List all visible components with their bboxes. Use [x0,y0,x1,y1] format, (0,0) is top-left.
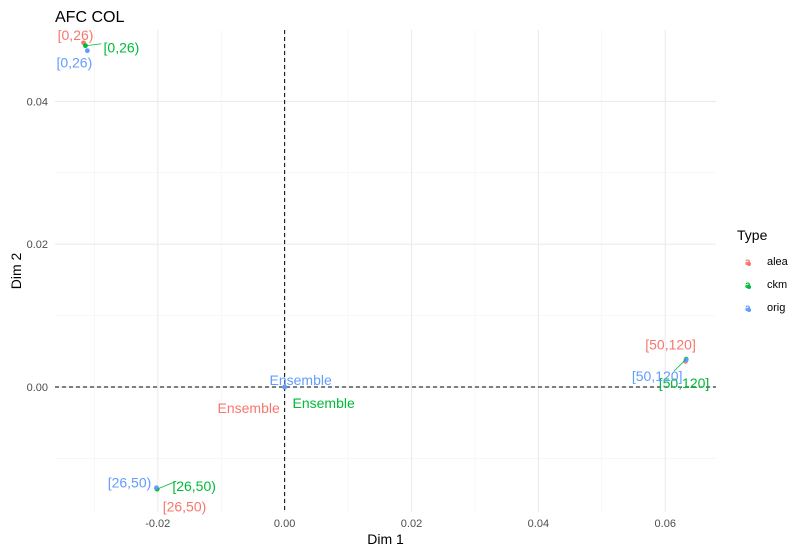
x-tick-label: 0.04 [528,518,549,530]
legend-key-point-orig [747,308,751,312]
x-tick-label: -0.02 [145,518,170,530]
label-leader-ckm [156,481,175,490]
point-orig [84,48,90,54]
x-tick-label: 0.02 [401,518,422,530]
legend-label-ckm: ckm [767,279,787,291]
y-tick-label: 0.00 [27,382,48,394]
point-label-alea: [50,120] [645,336,696,352]
point-orig [154,485,159,491]
point-orig [683,357,689,363]
point-label-ckm: Ensemble [293,395,355,411]
label-leader-ckm [85,43,102,47]
y-tick-label: 0.04 [27,96,48,108]
y-tick-label: 0.02 [27,239,48,251]
point-label-orig: [50,120] [632,368,683,384]
point-label-ckm: [0,26) [104,40,140,56]
x-axis-title: Dim 1 [367,531,404,547]
x-tick-label: 0.00 [274,518,295,530]
point-orig [282,384,288,390]
legend-key-point-ckm [747,285,751,289]
point-label-alea: [26,50) [163,498,207,514]
point-label-orig: [26,50) [108,475,152,491]
point-label-orig: [0,26) [56,55,92,71]
legend-label-orig: orig [767,302,785,314]
point-label-alea: Ensemble [218,400,280,416]
point-label-orig: Ensemble [270,372,332,388]
point-label-ckm: [50,120] [659,375,710,391]
legend-label-alea: alea [767,256,789,268]
point-label-ckm: [26,50) [172,478,216,494]
point-label-alea: [0,26) [58,27,94,43]
y-axis-title: Dim 2 [8,253,24,290]
legend-title: Type [737,227,768,243]
legend-key-point-alea [747,262,751,266]
chart-title: AFC COL [55,9,124,26]
label-leader-ckm [673,358,687,372]
x-tick-label: 0.06 [655,518,676,530]
